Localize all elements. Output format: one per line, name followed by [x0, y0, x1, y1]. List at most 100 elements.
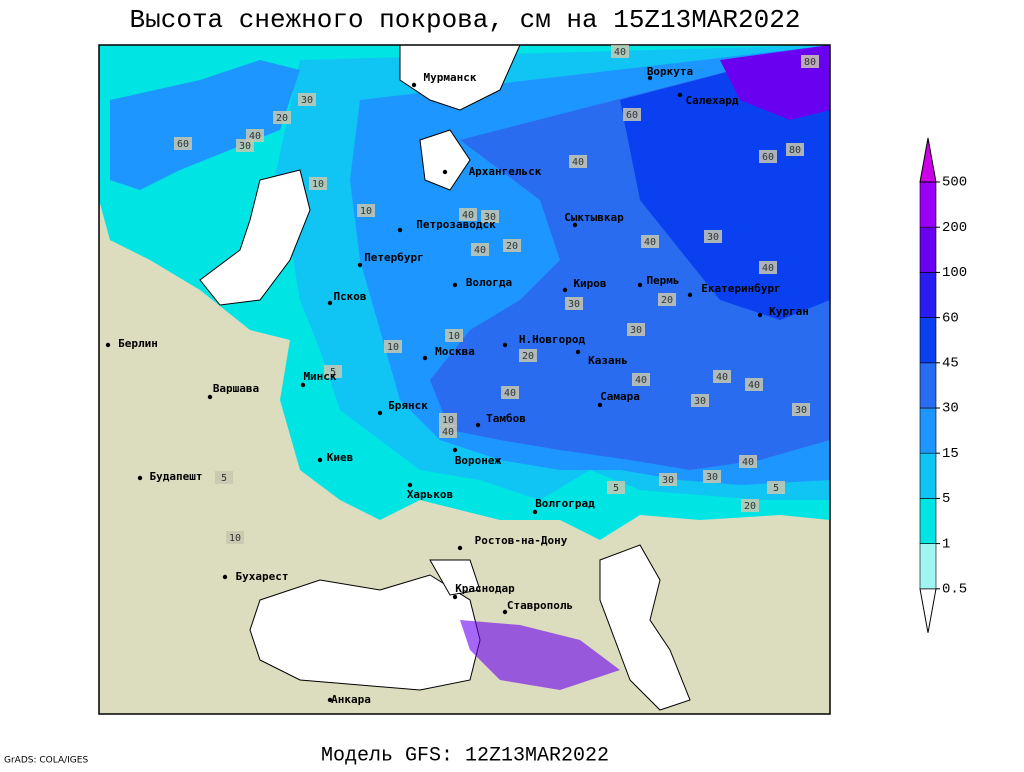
- contour-label: 30: [694, 396, 706, 407]
- city-label: Курган: [769, 305, 809, 318]
- contour-label-box: [759, 150, 777, 163]
- map-frame: [98, 44, 831, 715]
- contour-label: 40: [474, 245, 486, 256]
- city-dot: [377, 410, 383, 416]
- city-dot: [105, 342, 111, 348]
- contour-label: 5: [773, 483, 779, 494]
- city-label: Сыктывкар: [564, 211, 624, 224]
- colorbar-segment: [919, 362, 937, 409]
- credit: GrADS: COLA/IGES: [4, 756, 88, 766]
- contour-label: 20: [744, 501, 756, 512]
- contour-label: 40: [762, 263, 774, 274]
- contour-label: 5: [221, 473, 227, 484]
- city-dot: [411, 82, 417, 88]
- city-dot: [597, 402, 603, 408]
- city-label: Варшава: [213, 382, 259, 395]
- city-dot: [300, 382, 306, 388]
- contour-label: 10: [312, 179, 324, 190]
- city-dot: [575, 349, 581, 355]
- city-dot: [457, 545, 463, 551]
- contour-label-box: [298, 93, 316, 106]
- contour-label-box: [519, 349, 537, 362]
- colorbar-label: 45: [942, 356, 959, 372]
- colorbar-segment: [919, 181, 937, 228]
- colorbar-label: 60: [942, 310, 959, 326]
- city-dot: [442, 169, 448, 175]
- contour-label: 30: [630, 325, 642, 336]
- city-dot: [637, 282, 643, 288]
- city-dot: [502, 342, 508, 348]
- city-label: Ростов-на-Дону: [475, 534, 568, 547]
- city-label: Петербург: [364, 251, 424, 264]
- colorbar-label: 200: [942, 220, 967, 236]
- contour-label-box: [786, 143, 804, 156]
- city-dot: [452, 447, 458, 453]
- city-label: Псков: [333, 290, 366, 303]
- city-dot: [475, 422, 481, 428]
- contour-label-box: [658, 293, 676, 306]
- contour-label: 30: [239, 141, 251, 152]
- city-label: Москва: [435, 345, 475, 358]
- contour-label-box: [215, 471, 233, 484]
- contour-label: 30: [484, 212, 496, 223]
- city-label: Казань: [588, 354, 628, 367]
- city-label: Петрозаводск: [416, 218, 496, 231]
- city-label: Киев: [327, 451, 354, 464]
- contour-label-box: [439, 413, 457, 426]
- contour-label: 40: [614, 47, 626, 58]
- city-label: Берлин: [118, 337, 158, 350]
- city-label: Воркута: [647, 65, 693, 78]
- contour-label-box: [459, 208, 477, 221]
- contour-label: 20: [276, 113, 288, 124]
- city-label: Ставрополь: [507, 599, 573, 612]
- contour-label: 10: [360, 206, 372, 217]
- city-dot: [207, 394, 213, 400]
- colorbar-segment: [919, 407, 937, 454]
- contour-label-box: [501, 386, 519, 399]
- contour-label-box: [565, 297, 583, 310]
- colorbar-segment: [919, 452, 937, 499]
- contour-label-box: [703, 470, 721, 483]
- map: [98, 44, 831, 715]
- city-label: Будапешт: [150, 470, 203, 483]
- city-dot: [327, 300, 333, 306]
- city-label: Краснодар: [455, 582, 515, 595]
- sea: [599, 544, 691, 711]
- contour-label: 30: [795, 405, 807, 416]
- city-dot: [647, 75, 653, 81]
- contour-label-box: [174, 137, 192, 150]
- contour-label: 80: [789, 145, 801, 156]
- contour-label: 40: [442, 427, 454, 438]
- city-label: Волгоград: [535, 497, 595, 510]
- colorbar-label: 0.5: [942, 582, 967, 598]
- contour-label: 30: [301, 95, 313, 106]
- contour-label-box: [745, 378, 763, 391]
- contour-label: 40: [572, 157, 584, 168]
- city-dot: [677, 92, 683, 98]
- city-dot: [562, 287, 568, 293]
- contour-label-box: [503, 239, 521, 252]
- contour-label: 30: [706, 472, 718, 483]
- colorbar-label: 15: [942, 446, 959, 462]
- city-label: Киров: [573, 277, 606, 290]
- colorbar-label: 1: [942, 536, 950, 552]
- contour-label-box: [704, 230, 722, 243]
- contour-label: 40: [504, 388, 516, 399]
- contour-label-box: [641, 235, 659, 248]
- sea: [429, 559, 481, 596]
- colorbar-label: 5: [942, 491, 950, 507]
- contour-label: 30: [662, 475, 674, 486]
- contour-label-box: [713, 370, 731, 383]
- contour-label: 5: [613, 483, 619, 494]
- contour-label: 40: [742, 457, 754, 468]
- contour-label-box: [792, 403, 810, 416]
- contour-label: 40: [716, 372, 728, 383]
- colorbar-end: [919, 588, 937, 633]
- colorbar-end: [919, 137, 937, 183]
- city-dot: [757, 312, 763, 318]
- contour-label-box: [739, 455, 757, 468]
- city-dot: [452, 594, 458, 600]
- contour-label: 30: [568, 299, 580, 310]
- contour-label-box: [246, 129, 264, 142]
- city-dot: [317, 457, 323, 463]
